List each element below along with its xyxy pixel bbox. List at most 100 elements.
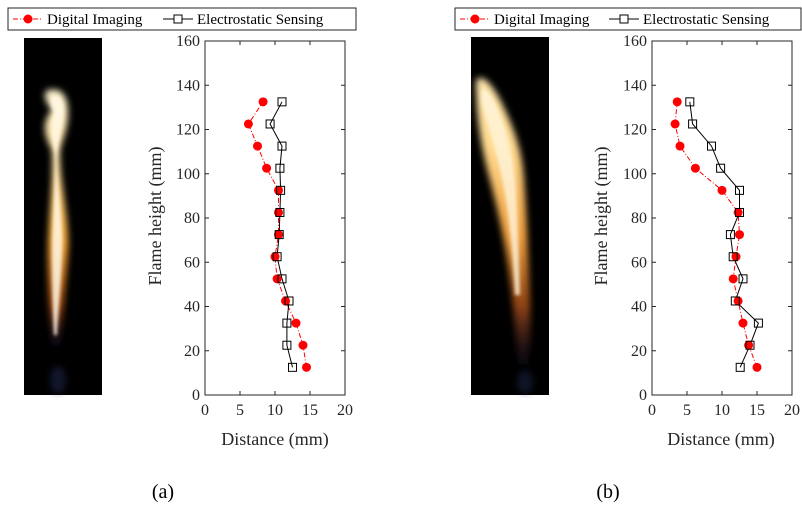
electrostatic-sensing-point	[735, 362, 745, 372]
electrostatic-sensing-point	[688, 119, 698, 129]
digital-imaging-point	[670, 119, 680, 129]
y-tick-label: 0	[639, 387, 647, 404]
digital-imaging-point	[272, 274, 282, 284]
digital-imaging-point	[738, 318, 748, 328]
y-tick-label: 20	[631, 343, 647, 360]
flame-image-a	[24, 38, 102, 395]
electrostatic-sensing-point	[716, 163, 726, 173]
y-tick-label: 60	[631, 254, 647, 271]
series-a	[243, 97, 311, 372]
y-axis-label-b: Flame height (mm)	[591, 147, 612, 286]
digital-imaging-point	[298, 340, 308, 350]
y-tick-label: 100	[623, 166, 647, 183]
y-tick-label: 120	[623, 122, 647, 139]
digital-imaging-point	[744, 340, 754, 350]
y-tick-label: 60	[184, 254, 200, 271]
digital-imaging-point	[675, 141, 685, 151]
electrostatic-sensing-point	[738, 274, 748, 284]
digital-imaging-point	[274, 207, 283, 217]
electrostatic-sensing-point	[265, 119, 275, 129]
y-tick-label: 140	[176, 77, 200, 94]
y-tick-label: 160	[176, 33, 200, 50]
digital-imaging-point	[274, 230, 283, 240]
legend-electrostatic-label: Electrostatic Sensing	[197, 12, 324, 28]
electrostatic-sensing-point	[725, 230, 735, 240]
x-tick-label: 10	[267, 402, 283, 419]
chart-a: 0 5 10 15 20 0 20 40 60 80 100 120 140 160 Distance (…	[145, 33, 353, 503]
caption-b: (b)	[596, 481, 619, 503]
x-tick-label: 20	[337, 402, 353, 419]
legend-electrostatic-label: Electrostatic Sensing	[643, 12, 770, 28]
electrostatic-sensing-point	[272, 252, 282, 262]
digital-imaging-point	[752, 362, 762, 372]
x-tick-label: 10	[714, 402, 730, 419]
series-b	[670, 97, 763, 372]
x-axis-label-b: Distance (mm)	[667, 429, 774, 450]
legend-a: Digital Imaging Electrostatic Sensing	[7, 7, 357, 31]
digital-imaging-point	[262, 163, 272, 173]
plot-frame	[204, 40, 346, 396]
digital-imaging-point	[672, 97, 682, 107]
electrostatic-sensing-point	[282, 340, 292, 350]
electrostatic-sensing-point	[277, 97, 287, 107]
legend-digital-label: Digital Imaging	[494, 12, 590, 28]
electrostatic-sensing-point	[735, 185, 744, 195]
x-tick-label: 5	[236, 402, 244, 419]
digital-imaging-point	[690, 163, 700, 173]
legend-b: Digital Imaging Electrostatic Sensing	[454, 7, 802, 31]
y-tick-label: 140	[623, 77, 647, 94]
electrostatic-sensing-point	[288, 362, 297, 372]
digital-imaging-point	[258, 97, 268, 107]
y-tick-label: 120	[176, 122, 200, 139]
y-tick-label: 160	[623, 33, 647, 50]
digital-imaging-point	[733, 296, 743, 306]
electrostatic-sensing-point	[735, 207, 744, 217]
digital-imaging-point	[733, 207, 743, 217]
axes-b: 0 5 10 15 20 0 20 40 60 80 100 120 140 160	[623, 33, 800, 419]
digital-imaging-point	[728, 274, 738, 284]
caption-a: (a)	[152, 481, 174, 503]
electrostatic-sensing-point	[745, 340, 755, 350]
y-axis-label-a: Flame height (mm)	[145, 147, 166, 286]
legend-digital-label: Digital Imaging	[47, 12, 143, 28]
x-tick-label: 15	[749, 402, 765, 419]
electrostatic-sensing-point	[277, 141, 287, 151]
axes-a: 0 5 10 15 20 0 20 40 60 80 100 120 140 160	[176, 33, 353, 419]
y-tick-label: 20	[184, 343, 200, 360]
electrostatic-sensing-point	[685, 97, 695, 107]
electrostatic-sensing-point	[275, 207, 285, 217]
y-tick-label: 40	[631, 299, 647, 316]
legend-electrostatic-marker	[619, 14, 629, 24]
digital-imaging-point	[274, 185, 283, 195]
plot-frame	[651, 40, 793, 396]
legend-electrostatic-marker	[173, 14, 183, 24]
x-tick-label: 15	[302, 402, 318, 419]
y-tick-label: 0	[192, 387, 200, 404]
digital-imaging-point	[291, 318, 301, 328]
digital-imaging-line	[674, 101, 758, 368]
digital-imaging-point	[735, 230, 744, 240]
digital-imaging-point	[717, 185, 727, 195]
electrostatic-sensing-point	[275, 163, 285, 173]
electrostatic-sensing-point	[276, 185, 286, 195]
x-tick-label: 5	[683, 402, 691, 419]
y-tick-label: 80	[184, 210, 200, 227]
y-tick-label: 40	[184, 299, 200, 316]
chart-b: 0 5 10 15 20 0 20 40 60 80 100 120 140 160 Distance (…	[591, 33, 800, 503]
legend-digital-marker	[470, 14, 480, 24]
electrostatic-sensing-point	[284, 296, 294, 306]
digital-imaging-point	[270, 252, 280, 262]
legend-digital-marker	[23, 14, 33, 24]
electrostatic-sensing-point	[730, 296, 740, 306]
electrostatic-sensing-point	[707, 141, 716, 151]
digital-imaging-point	[302, 362, 311, 372]
electrostatic-sensing-point	[753, 318, 763, 328]
digital-imaging-point	[731, 252, 741, 262]
digital-imaging-point	[243, 119, 253, 129]
x-axis-label-a: Distance (mm)	[221, 429, 328, 450]
flame-image-b	[471, 37, 549, 395]
electrostatic-sensing-point	[277, 274, 287, 284]
digital-imaging-point	[253, 141, 262, 151]
electrostatic-sensing-point	[728, 252, 738, 262]
